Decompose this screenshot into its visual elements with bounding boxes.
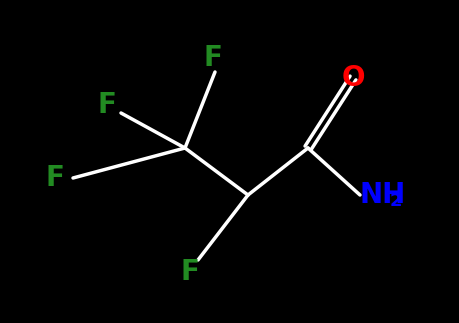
Text: F: F (97, 91, 116, 119)
Text: O: O (341, 64, 364, 92)
Text: F: F (45, 164, 64, 192)
Text: F: F (203, 44, 222, 72)
Text: 2: 2 (389, 192, 402, 210)
Text: F: F (180, 258, 199, 286)
Text: NH: NH (359, 181, 405, 209)
